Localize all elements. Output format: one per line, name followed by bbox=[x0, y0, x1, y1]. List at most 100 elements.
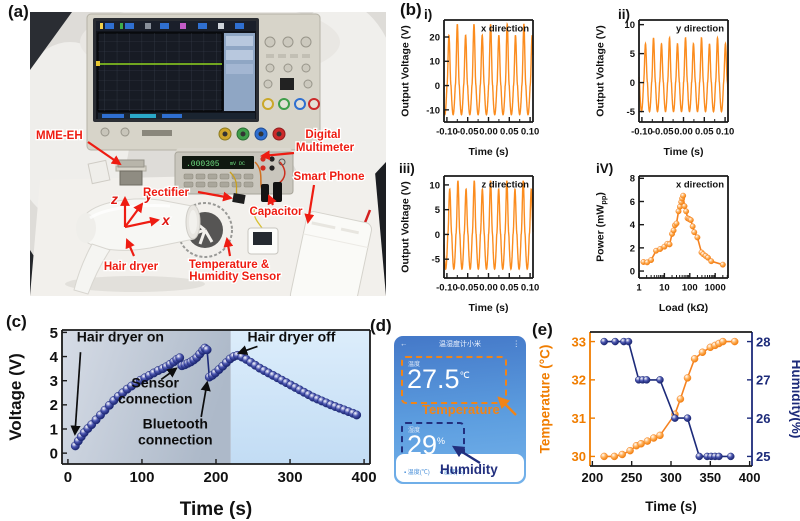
svg-text:4: 4 bbox=[50, 349, 59, 366]
axis-z-label: z bbox=[110, 191, 118, 207]
svg-text:25: 25 bbox=[756, 449, 770, 464]
svg-text:10: 10 bbox=[429, 57, 440, 68]
svg-text:200: 200 bbox=[203, 469, 228, 486]
svg-text:Hair dryer off: Hair dryer off bbox=[248, 329, 336, 345]
svg-text:33: 33 bbox=[572, 334, 586, 349]
svg-text:-10: -10 bbox=[426, 105, 440, 116]
svg-text:Humidity(%): Humidity(%) bbox=[789, 360, 800, 439]
svg-text:0.05: 0.05 bbox=[500, 283, 519, 294]
panel-d-label: (d) bbox=[370, 316, 392, 335]
panel-b-label: (b) bbox=[400, 0, 422, 19]
panel-e-label: (e) bbox=[532, 320, 553, 339]
temperature-number: 27.5 bbox=[407, 364, 460, 394]
multimeter-unit: mV DC bbox=[230, 161, 245, 167]
svg-text:26: 26 bbox=[756, 411, 770, 426]
bnc-connectors bbox=[218, 127, 286, 141]
svg-text:1: 1 bbox=[50, 421, 58, 438]
svg-text:20: 20 bbox=[429, 32, 440, 43]
svg-text:x direction: x direction bbox=[481, 24, 529, 35]
svg-text:28: 28 bbox=[756, 334, 770, 349]
svg-text:0.00: 0.00 bbox=[674, 127, 693, 138]
svg-text:5: 5 bbox=[50, 325, 58, 342]
svg-text:10: 10 bbox=[429, 180, 440, 191]
svg-text:Time (s): Time (s) bbox=[468, 146, 508, 158]
svg-text:-0.10: -0.10 bbox=[436, 127, 458, 138]
phone-bottom-card: ▪ 温度(℃) ▪ 湿度(%) bbox=[396, 454, 524, 482]
chart-voltage-vs-time: 0 100 200 300 400 0 1 2 3 4 5 Time (s) Voltage (V) Ha… bbox=[4, 314, 380, 520]
svg-text:-0.10: -0.10 bbox=[631, 127, 653, 138]
svg-text:-5: -5 bbox=[432, 255, 441, 266]
humidity-callout: Humidity bbox=[440, 462, 498, 477]
panel-b-iii-label: iii) bbox=[399, 161, 415, 176]
svg-text:0.00: 0.00 bbox=[479, 283, 498, 294]
svg-text:connection: connection bbox=[118, 390, 193, 406]
photo-label-rectifier: Rectifier bbox=[143, 187, 190, 199]
photo-label-temp-2: Humidity Sensor bbox=[189, 271, 281, 283]
svg-text:z direction: z direction bbox=[481, 180, 529, 191]
svg-text:Load (kΩ): Load (kΩ) bbox=[659, 302, 708, 314]
svg-text:5: 5 bbox=[435, 205, 441, 216]
photo-label-temp-1: Temperature & bbox=[189, 259, 269, 271]
temperature-callout-arrow bbox=[497, 396, 517, 416]
svg-text:Time (s): Time (s) bbox=[180, 499, 253, 520]
svg-text:Output Voltage (V): Output Voltage (V) bbox=[400, 181, 412, 272]
capacitor-component bbox=[261, 184, 269, 202]
photo-label-hair-dryer: Hair dryer bbox=[104, 261, 159, 273]
svg-text:400: 400 bbox=[352, 469, 377, 486]
svg-text:5: 5 bbox=[630, 49, 636, 60]
phone-topbar: ← 温湿度计小米 ⋮ bbox=[394, 336, 526, 351]
chart-output-voltage-z: -0.10 -0.05 0.00 0.05 0.10 -5 0 5 10 Time (s) Outp… bbox=[398, 164, 540, 316]
svg-text:300: 300 bbox=[278, 469, 303, 486]
legend-temperature: ▪ 温度(℃) bbox=[404, 470, 430, 476]
panel-c-label: (c) bbox=[6, 312, 27, 331]
svg-text:350: 350 bbox=[699, 470, 721, 485]
multimeter-reading: .000305 bbox=[186, 160, 220, 169]
svg-text:4: 4 bbox=[630, 220, 636, 231]
photo-label-digital: Digital bbox=[305, 129, 340, 141]
humidity-mini-label: 湿度 bbox=[408, 428, 421, 434]
svg-text:2: 2 bbox=[630, 243, 635, 254]
svg-text:6: 6 bbox=[630, 197, 635, 208]
svg-text:100: 100 bbox=[129, 469, 154, 486]
svg-text:300: 300 bbox=[660, 470, 682, 485]
svg-text:27: 27 bbox=[756, 373, 770, 388]
chart-power-vs-load: 1 10 100 1000 0 2 4 6 8 Load (kΩ) Power (mWpp) x di… bbox=[593, 164, 735, 316]
chart-temp-humidity-vs-time: 200 250 300 350 400 30 31 32 33 25 26 27 28 Time (s) T… bbox=[536, 316, 800, 516]
rectifier-component bbox=[232, 193, 246, 204]
panel-b-iv-label: iV) bbox=[596, 161, 614, 176]
chart-output-voltage-x: -0.10 -0.05 0.00 0.05 0.10 -10 0 10 20 Time (s) Ou… bbox=[398, 8, 540, 160]
temp-humidity-sensor bbox=[247, 227, 279, 255]
svg-text:x direction: x direction bbox=[676, 180, 724, 191]
svg-text:0.05: 0.05 bbox=[695, 127, 714, 138]
svg-text:3: 3 bbox=[50, 373, 58, 390]
svg-text:Bluetooth: Bluetooth bbox=[143, 416, 208, 432]
panel-b-ii-label: ii) bbox=[618, 7, 630, 22]
svg-text:32: 32 bbox=[572, 373, 586, 388]
svg-text:y direction: y direction bbox=[676, 24, 724, 35]
oscilloscope bbox=[86, 13, 321, 151]
svg-text:1: 1 bbox=[636, 283, 642, 294]
svg-text:400: 400 bbox=[739, 470, 761, 485]
svg-text:10: 10 bbox=[624, 20, 635, 31]
svg-text:Time (s): Time (s) bbox=[645, 499, 697, 514]
panel-a-label: (a) bbox=[8, 2, 29, 21]
svg-text:0: 0 bbox=[435, 81, 440, 92]
svg-text:0.05: 0.05 bbox=[500, 127, 519, 138]
svg-text:Time (s): Time (s) bbox=[663, 146, 703, 158]
temperature-mini-label: 温度 bbox=[408, 362, 421, 368]
back-icon[interactable]: ← bbox=[400, 339, 408, 348]
svg-text:0.10: 0.10 bbox=[521, 127, 540, 138]
svg-text:Output Voltage (V): Output Voltage (V) bbox=[400, 25, 412, 116]
photo-label-smart-phone: Smart Phone bbox=[294, 171, 365, 183]
smartphone-photo bbox=[289, 211, 373, 296]
svg-text:8: 8 bbox=[630, 174, 635, 185]
setup-photo: .000305 mV DC bbox=[30, 12, 386, 296]
panel-b-i-label: i) bbox=[424, 7, 433, 22]
menu-icon[interactable]: ⋮ bbox=[512, 339, 521, 348]
temperature-highlight-box bbox=[401, 356, 507, 404]
svg-text:Temperature (°C): Temperature (°C) bbox=[538, 345, 553, 454]
phone-legend: ▪ 温度(℃) ▪ 湿度(%) bbox=[404, 467, 473, 476]
temperature-value: 27.5℃ bbox=[407, 366, 470, 393]
temperature-unit: ℃ bbox=[459, 370, 470, 380]
